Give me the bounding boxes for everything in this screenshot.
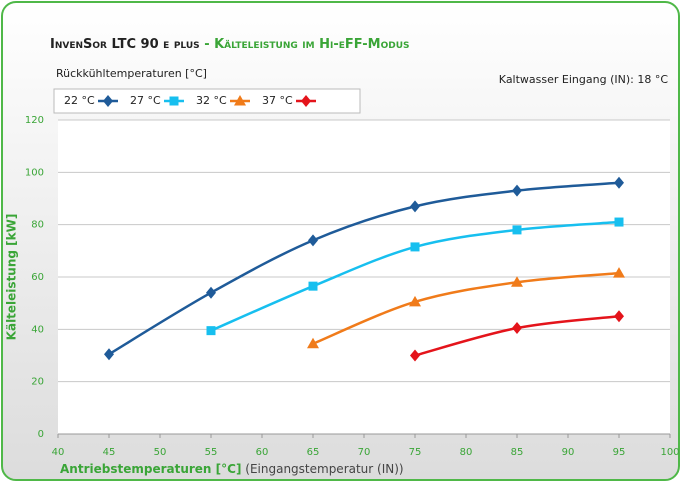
x-tick-label: 80 [460,447,473,458]
x-tick-label: 100 [660,447,679,458]
x-axis-label: Antriebstemperaturen [°C] (Eingangstempe… [60,462,404,476]
marker [169,96,179,106]
series-line [108,181,620,356]
x-tick-label: 70 [358,447,371,458]
marker [410,349,420,362]
legend-label: 37 °C [262,94,293,107]
x-tick-label: 50 [154,447,167,458]
x-tick-label: 60 [256,447,269,458]
y-tick-label: 20 [31,377,44,388]
annotation: Kaltwasser Eingang (IN): 18 °C [499,73,669,86]
y-tick-label: 60 [31,272,44,283]
marker [206,286,216,299]
x-tick-label: 95 [613,447,626,458]
y-axis-label: Kälteleistung [kW] [5,214,19,341]
marker [614,217,624,227]
subtitle: - Kälteleistung im Hi-eFF-Modus [204,37,409,52]
legend-label: 27 °C [130,94,161,107]
marker [308,234,318,247]
marker [512,225,522,235]
marker [512,184,522,197]
x-tick-label: 90 [562,447,575,458]
series-line [312,271,620,345]
marker [301,95,311,107]
x-tick-label: 45 [103,447,116,458]
legend-label: 22 °C [64,94,95,107]
x-label-note: (Eingangstemperatur (IN)) [245,462,403,476]
x-tick-label: 40 [52,447,65,458]
marker [511,276,523,287]
x-tick-label: 65 [307,447,320,458]
chart-title: InvenSor LTC 90 e plus - Kälteleistung i… [50,37,410,52]
y-tick-label: 100 [25,167,44,178]
marker [308,281,318,291]
marker [234,95,246,106]
legend-title: Rückkühltemperaturen [°C] [56,67,207,80]
x-label: Antriebstemperaturen [°C] [60,462,241,476]
y-tick-label: 80 [31,220,44,231]
marker [104,348,114,361]
y-tick-label: 120 [25,115,44,126]
marker [409,295,421,307]
marker [614,310,624,323]
y-tick-label: 40 [31,324,44,335]
marker [103,95,113,107]
marker [512,322,522,335]
x-tick-label: 85 [511,447,524,458]
marker [613,267,625,278]
marker [410,200,420,213]
marker [307,337,319,349]
x-tick-label: 75 [409,447,422,458]
marker [614,176,624,189]
marker [410,242,420,252]
x-tick-label: 55 [205,447,218,458]
marker [206,326,216,336]
y-tick-label: 0 [38,429,44,440]
legend-label: 32 °C [196,94,227,107]
title: InvenSor LTC 90 e plus [50,37,200,52]
